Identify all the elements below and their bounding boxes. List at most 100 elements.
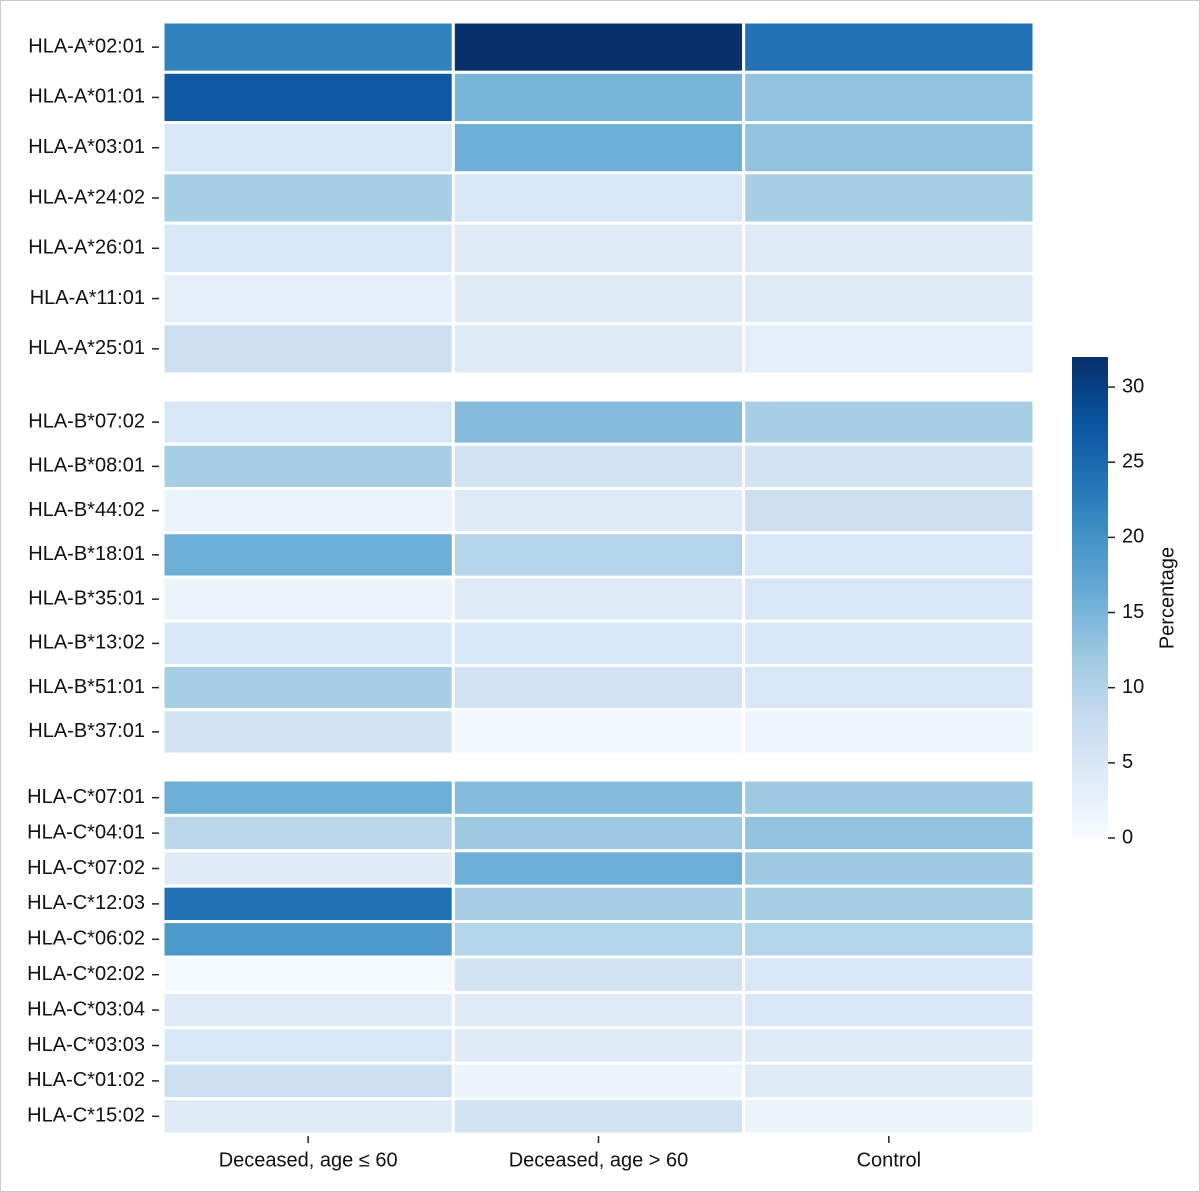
heatmap-cell [161,778,455,817]
heatmap-cell [742,1026,1036,1065]
colorbar-tick-label: 20 [1122,526,1144,548]
heatmap-cell [451,171,746,225]
heatmap-cell [161,575,455,623]
y-tick-label: HLA-C*03:03 [27,1034,145,1056]
heatmap-cell [161,271,455,326]
y-tick-label: HLA-A*11:01 [30,287,145,309]
heatmap-cell [161,442,455,490]
colorbar [1072,357,1108,838]
x-tick-label: Control [857,1149,921,1171]
y-tick-label: HLA-C*15:02 [27,1105,145,1127]
y-tick-label: HLA-C*02:02 [27,963,145,985]
heatmap-cell [161,1061,455,1101]
heatmap-cell [161,664,455,712]
heatmap-cell [451,849,746,888]
heatmap-cell [161,955,455,994]
y-tick-label: HLA-A*01:01 [28,86,145,108]
heatmap-cell [451,398,746,446]
heatmap-cell [451,1026,746,1065]
heatmap-cell [742,619,1036,667]
colorbar-tick-label: 5 [1122,751,1133,773]
y-tick-label: HLA-A*26:01 [28,237,145,259]
heatmap-cell [161,398,455,446]
heatmap-cell [161,619,455,667]
y-tick-label: HLA-C*07:01 [27,786,145,808]
heatmap-cell [161,531,455,579]
heatmap-cell [742,322,1036,376]
y-tick-label: HLA-A*24:02 [28,186,145,208]
heatmap-cell [161,708,455,756]
heatmap-cell [451,442,746,490]
heatmap-cell [451,70,746,125]
colorbar-tick-label: 0 [1122,826,1133,848]
heatmap-cell [451,322,746,376]
y-tick-label: HLA-B*07:02 [28,410,145,432]
heatmap-cell [161,171,455,225]
heatmap-cell [742,70,1036,125]
heatmap-cell [451,884,746,924]
heatmap-cell [161,1097,455,1136]
heatmap-cell [451,664,746,712]
y-tick-label: HLA-B*44:02 [28,499,145,521]
heatmap-cell [451,920,746,959]
y-tick-label: HLA-C*06:02 [27,928,145,950]
y-tick-label: HLA-B*37:01 [28,720,145,742]
heatmap-cell [451,487,746,535]
heatmap-cell [451,531,746,579]
colorbar-tick-label: 30 [1122,375,1144,397]
heatmap-cell [161,487,455,535]
heatmap-cell [451,990,746,1030]
colorbar-label: Percentage [1156,547,1178,649]
heatmap-cell [161,813,455,853]
heatmap-cell [451,778,746,817]
heatmap-cell [451,20,746,74]
heatmap-cell [161,121,455,175]
x-tick-label: Deceased, age > 60 [509,1149,689,1171]
y-tick-label: HLA-A*25:01 [28,337,145,359]
y-tick-label: HLA-C*03:04 [27,998,145,1020]
heatmap-cell [742,575,1036,623]
heatmap-cell [742,398,1036,446]
colorbar-tick-label: 25 [1122,451,1144,473]
heatmap-cell [742,487,1036,535]
heatmap-cell [451,221,746,275]
heatmap-cell [451,708,746,756]
heatmap-cell [742,955,1036,994]
heatmap-cell [451,271,746,326]
heatmap-cell [161,70,455,125]
heatmap-cell [742,531,1036,579]
heatmap-cell [451,575,746,623]
colorbar-tick-label: 10 [1122,676,1144,698]
y-tick-label: HLA-B*13:02 [28,632,145,654]
heatmap-cell [161,221,455,275]
heatmap-cell [742,708,1036,756]
heatmap-cell [742,442,1036,490]
heatmap-cell [161,20,455,74]
y-tick-label: HLA-A*02:01 [28,35,145,57]
y-tick-label: HLA-B*08:01 [28,455,145,477]
heatmap-cell [161,884,455,924]
heatmap-cell [742,664,1036,712]
heatmap-cell [742,171,1036,225]
heatmap-cell [742,221,1036,275]
heatmap-cell [742,920,1036,959]
y-tick-label: HLA-C*04:01 [27,821,145,843]
heatmap-cell [451,1061,746,1101]
x-tick-label: Deceased, age ≤ 60 [219,1149,398,1171]
heatmap-cell [742,849,1036,888]
heatmap-cell [742,1061,1036,1101]
heatmap-cell [451,619,746,667]
heatmap-cell [161,1026,455,1065]
y-tick-label: HLA-C*07:02 [27,857,145,879]
heatmap-cell [161,990,455,1030]
y-tick-label: HLA-B*51:01 [28,676,145,698]
heatmap-cell [742,778,1036,817]
heatmap-cell [742,813,1036,853]
heatmap-cell [742,20,1036,74]
heatmap-cell [742,990,1036,1030]
heatmap-cell [742,1097,1036,1136]
heatmap-cell [742,884,1036,924]
heatmap-cell [161,920,455,959]
heatmap-cell [161,322,455,376]
